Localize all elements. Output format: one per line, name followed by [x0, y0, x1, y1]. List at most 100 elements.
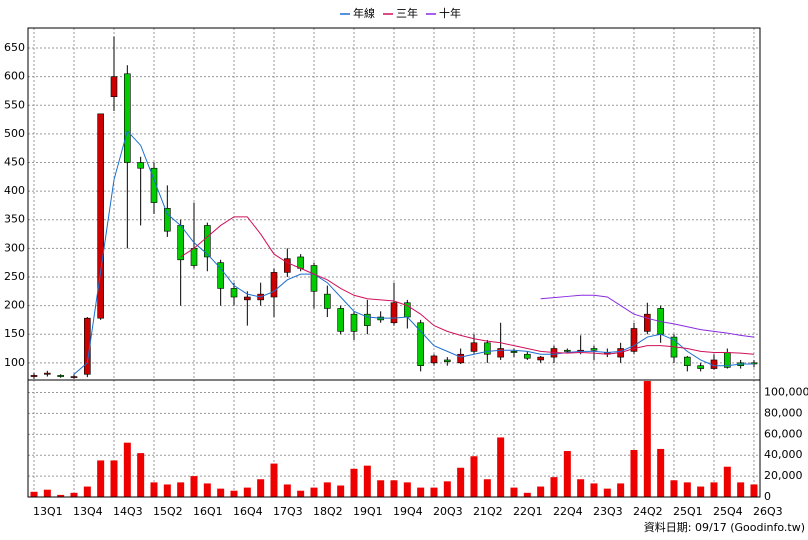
y-tick-label: 100	[4, 356, 25, 369]
y-tick-label: 300	[4, 241, 25, 254]
candle-body	[204, 225, 211, 258]
y-tick-label: 500	[4, 127, 25, 140]
volume-bar	[430, 487, 438, 497]
y-tick-label: 150	[4, 327, 25, 340]
candle-body	[124, 73, 131, 163]
volume-bar	[243, 487, 251, 497]
volume-bar	[363, 465, 371, 497]
x-tick-label: 20Q3	[433, 505, 463, 518]
volume-bar	[70, 492, 78, 497]
volume-bar	[457, 467, 465, 497]
candle-body	[84, 317, 91, 375]
volume-bar	[657, 448, 665, 497]
volume-bar	[30, 491, 38, 497]
volume-bar	[510, 487, 518, 497]
ma-line	[73, 130, 754, 375]
volume-bar	[630, 449, 638, 497]
volume-bar	[617, 483, 625, 497]
x-tick-label: 21Q2	[473, 505, 503, 518]
candle-body	[390, 302, 398, 324]
footer: 資料日期: 09/17 (Goodinfo.tw)	[644, 520, 805, 534]
volume-bar	[737, 482, 745, 497]
volume-bar	[497, 437, 505, 497]
x-tick-label: 19Q1	[353, 505, 383, 518]
volume-bar	[43, 489, 51, 497]
x-tick-label: 13Q4	[73, 505, 103, 518]
volume-bar	[523, 492, 531, 497]
candle-body	[97, 113, 104, 319]
volume-bar	[377, 480, 385, 497]
volume-bar	[270, 463, 278, 497]
volume-bar	[643, 381, 651, 497]
x-tick-label: 24Q2	[633, 505, 663, 518]
candle-body	[510, 351, 518, 353]
volume-bar	[483, 479, 491, 497]
candle-body	[150, 167, 158, 203]
volume-bar	[417, 487, 425, 497]
candle-body	[444, 359, 451, 362]
y-tick-label: 450	[4, 156, 25, 169]
candle-body	[324, 293, 331, 309]
candle-body	[30, 375, 38, 377]
volume-bar	[577, 479, 585, 497]
volume-bar	[123, 442, 131, 497]
x-tick-label: 26Q3	[753, 505, 783, 518]
y-tick-label: 100,000	[764, 386, 808, 399]
volume-bar	[337, 485, 345, 497]
y-tick-label: 650	[4, 41, 25, 54]
y-tick-label: 550	[4, 98, 25, 111]
candle-body	[137, 162, 144, 169]
plot-frame	[27, 379, 761, 498]
x-tick-label: 25Q1	[673, 505, 703, 518]
candle-body	[497, 348, 504, 358]
volume-bar	[697, 486, 705, 497]
volume-bar	[297, 490, 305, 497]
x-tick-label: 15Q2	[153, 505, 183, 518]
y-tick-label: 350	[4, 213, 25, 226]
volume-bar	[283, 484, 291, 497]
x-tick-label: 13Q1	[33, 505, 63, 518]
candle-body	[697, 365, 704, 369]
volume-bar	[443, 481, 451, 497]
candle-body	[164, 207, 171, 232]
volume-bar	[403, 482, 411, 497]
volume-bar	[390, 480, 398, 497]
volume-bar	[97, 460, 105, 497]
volume-bar	[323, 482, 331, 497]
x-tick-label: 25Q4	[713, 505, 743, 518]
volume-bar	[670, 480, 678, 497]
legend-label: 十年	[439, 6, 461, 20]
volume-bar	[590, 483, 598, 497]
candle-body	[524, 353, 531, 359]
candle-body	[284, 258, 291, 273]
volume-bar	[310, 487, 318, 497]
candle-body	[57, 375, 64, 377]
volume-bar	[750, 484, 758, 497]
candle-body	[44, 372, 51, 375]
candle-body	[457, 353, 464, 364]
volume-bar	[710, 482, 718, 497]
candle-body	[110, 76, 118, 97]
candle-body	[350, 313, 358, 332]
candle-body	[297, 256, 304, 269]
x-tick-label: 14Q3	[113, 505, 143, 518]
volume-bar	[217, 488, 225, 497]
y-tick-label: 20,000	[764, 469, 803, 482]
candle-body	[177, 225, 184, 261]
candle-body	[630, 328, 638, 352]
y-tick-label: 40,000	[764, 448, 803, 461]
volume-bar	[257, 479, 265, 497]
volume-bar	[177, 482, 185, 497]
candle-body	[430, 355, 438, 364]
volume-bar	[137, 453, 145, 497]
volume-bar	[563, 451, 571, 497]
candle-body	[537, 356, 544, 361]
volume-bar	[110, 460, 118, 497]
volume-bar	[603, 488, 611, 497]
volume-bar	[350, 468, 358, 497]
y-tick-label: 60,000	[764, 427, 803, 440]
volume-bar	[203, 483, 211, 497]
y-tick-label: 80,000	[764, 406, 803, 419]
